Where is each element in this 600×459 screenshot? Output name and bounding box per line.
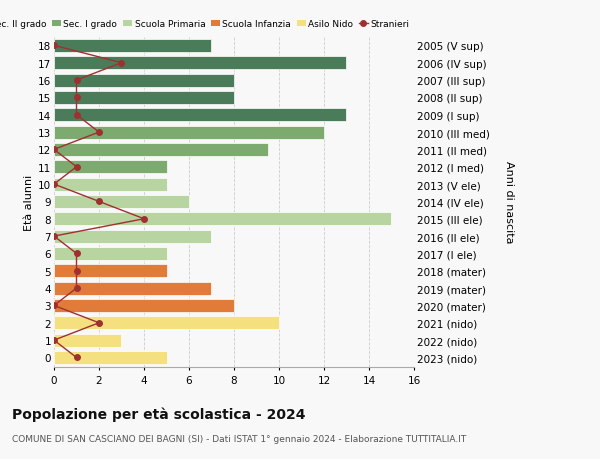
Y-axis label: Anni di nascita: Anni di nascita xyxy=(503,161,514,243)
Bar xyxy=(54,317,279,330)
Bar xyxy=(54,92,234,105)
Bar xyxy=(54,265,167,278)
Bar xyxy=(54,230,211,243)
Bar xyxy=(54,351,167,364)
Bar xyxy=(54,247,167,260)
Bar xyxy=(54,144,268,157)
Bar xyxy=(54,299,234,312)
Text: COMUNE DI SAN CASCIANO DEI BAGNI (SI) - Dati ISTAT 1° gennaio 2024 - Elaborazion: COMUNE DI SAN CASCIANO DEI BAGNI (SI) - … xyxy=(12,434,466,443)
Bar xyxy=(54,40,211,53)
Bar xyxy=(54,178,167,191)
Bar xyxy=(54,109,346,122)
Bar xyxy=(54,282,211,295)
Legend: Sec. II grado, Sec. I grado, Scuola Primaria, Scuola Infanzia, Asilo Nido, Stran: Sec. II grado, Sec. I grado, Scuola Prim… xyxy=(0,20,409,29)
Bar xyxy=(54,126,324,139)
Bar xyxy=(54,334,121,347)
Bar xyxy=(54,161,167,174)
Text: Popolazione per età scolastica - 2024: Popolazione per età scolastica - 2024 xyxy=(12,406,305,421)
Bar xyxy=(54,57,346,70)
Bar xyxy=(54,196,189,208)
Bar xyxy=(54,213,391,226)
Y-axis label: Età alunni: Età alunni xyxy=(24,174,34,230)
Bar xyxy=(54,74,234,87)
